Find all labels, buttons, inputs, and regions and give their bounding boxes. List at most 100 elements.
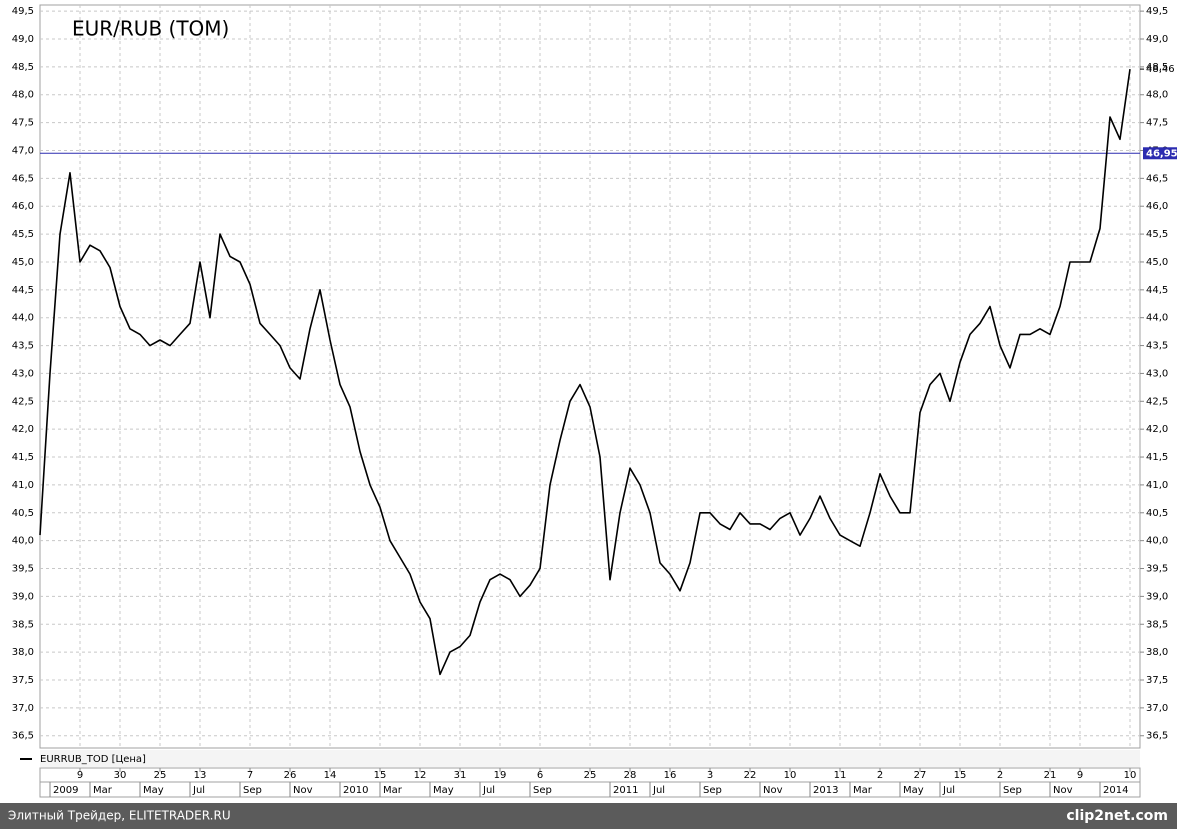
y-tick-label: 48,5 <box>12 62 34 73</box>
y-tick-label-right: 39,5 <box>1146 564 1168 575</box>
period-label: Jul <box>942 785 955 796</box>
period-label: Sep <box>703 785 722 796</box>
y-tick-label-right: 46,5 <box>1146 173 1168 184</box>
x-tick-label: 27 <box>914 770 927 781</box>
y-tick-label-right: 37,0 <box>1146 703 1168 714</box>
y-tick-label: 42,0 <box>12 424 34 435</box>
y-tick-label-right: 42,0 <box>1146 424 1168 435</box>
x-tick-label: 6 <box>537 770 543 781</box>
y-tick-label: 48,0 <box>12 90 34 101</box>
period-label: Jul <box>482 785 495 796</box>
x-tick-label: 28 <box>624 770 637 781</box>
y-tick-label-right: 41,0 <box>1146 480 1168 491</box>
period-label: Sep <box>1003 785 1022 796</box>
legend-label: EURRUB_TOD [Цена] <box>40 754 146 765</box>
y-tick-label-right: 44,5 <box>1146 285 1168 296</box>
x-tick-label: 21 <box>1044 770 1057 781</box>
y-tick-label-right: 46,0 <box>1146 201 1168 212</box>
price-line <box>39 68 1131 676</box>
period-label: Nov <box>1053 785 1073 796</box>
y-tick-label-right: 38,5 <box>1146 619 1168 630</box>
period-label: Jul <box>192 785 205 796</box>
x-tick-label: 16 <box>664 770 677 781</box>
y-tick-label: 40,0 <box>12 536 34 547</box>
period-label: 2010 <box>343 785 368 796</box>
y-tick-label-right: 48,0 <box>1146 90 1168 101</box>
x-tick-label: 22 <box>744 770 757 781</box>
y-tick-label: 47,5 <box>12 118 34 129</box>
period-label: 2009 <box>53 785 78 796</box>
y-tick-label-right: 39,0 <box>1146 591 1168 602</box>
legend-bar <box>40 750 1140 767</box>
period-label: Jul <box>652 785 665 796</box>
y-tick-label-right: 45,0 <box>1146 257 1168 268</box>
period-label: 2014 <box>1103 785 1128 796</box>
period-label: Mar <box>853 785 873 796</box>
y-tick-label: 49,0 <box>12 34 34 45</box>
y-tick-label-right: 41,5 <box>1146 452 1168 463</box>
period-label: May <box>903 785 924 796</box>
y-tick-label: 38,5 <box>12 619 34 630</box>
x-tick-label: 10 <box>1124 770 1137 781</box>
y-tick-label-right: 43,5 <box>1146 341 1168 352</box>
y-tick-label: 38,0 <box>12 647 34 658</box>
y-tick-label-right: 48,5 <box>1146 62 1168 73</box>
y-tick-label: 46,5 <box>12 173 34 184</box>
x-tick-label: 30 <box>114 770 127 781</box>
y-tick-label-right: 38,0 <box>1146 647 1168 658</box>
y-tick-label-right: 44,0 <box>1146 313 1168 324</box>
x-tick-label: 12 <box>414 770 427 781</box>
period-label: May <box>143 785 164 796</box>
x-tick-label: 25 <box>584 770 597 781</box>
y-tick-label: 42,5 <box>12 396 34 407</box>
x-tick-label: 13 <box>194 770 207 781</box>
y-tick-label-right: 47,5 <box>1146 118 1168 129</box>
x-tick-label: 3 <box>707 770 713 781</box>
y-tick-label: 43,0 <box>12 368 34 379</box>
period-label: Sep <box>533 785 552 796</box>
reference-label-box <box>1143 147 1177 160</box>
x-tick-label: 19 <box>494 770 507 781</box>
x-tick-label: 25 <box>154 770 167 781</box>
period-label: 2011 <box>613 785 638 796</box>
y-tick-label-right: 49,5 <box>1146 6 1168 17</box>
y-tick-label: 37,0 <box>12 703 34 714</box>
x-tick-label: 11 <box>834 770 847 781</box>
x-tick-label: 2 <box>997 770 1003 781</box>
x-tick-label: 9 <box>1077 770 1083 781</box>
y-tick-label: 41,0 <box>12 480 34 491</box>
y-tick-label-right: 45,5 <box>1146 229 1168 240</box>
x-tick-label: 14 <box>324 770 337 781</box>
x-tick-label: 7 <box>247 770 253 781</box>
y-tick-label: 39,5 <box>12 564 34 575</box>
x-tick-label: 31 <box>454 770 467 781</box>
period-label: 2013 <box>813 785 838 796</box>
y-tick-label: 49,5 <box>12 6 34 17</box>
period-label: May <box>433 785 454 796</box>
y-tick-label-right: 37,5 <box>1146 675 1168 686</box>
chart-title: EUR/RUB (TOM) <box>72 17 229 41</box>
y-tick-label: 47,0 <box>12 145 34 156</box>
period-label: Sep <box>243 785 262 796</box>
y-tick-label: 37,5 <box>12 675 34 686</box>
y-tick-label: 44,0 <box>12 313 34 324</box>
y-tick-label-right: 42,5 <box>1146 396 1168 407</box>
y-tick-label-right: 40,0 <box>1146 536 1168 547</box>
y-tick-label-right: 43,0 <box>1146 368 1168 379</box>
x-tick-label: 9 <box>77 770 83 781</box>
period-label: Mar <box>383 785 403 796</box>
reference-label: 46,95 <box>1146 148 1177 159</box>
x-tick-label: 26 <box>284 770 297 781</box>
y-tick-label: 39,0 <box>12 591 34 602</box>
y-tick-label: 36,5 <box>12 731 34 742</box>
grid <box>40 5 1140 748</box>
watermark: clip2net.com <box>1066 808 1168 824</box>
x-tick-label: 10 <box>784 770 797 781</box>
footer-bar <box>0 803 1177 829</box>
y-tick-label-right: 40,5 <box>1146 508 1168 519</box>
period-label: Nov <box>293 785 313 796</box>
x-tick-label: 2 <box>877 770 883 781</box>
last-value-label: 48,46 <box>1146 64 1175 75</box>
period-label: Mar <box>93 785 113 796</box>
y-tick-label-right: 49,0 <box>1146 34 1168 45</box>
